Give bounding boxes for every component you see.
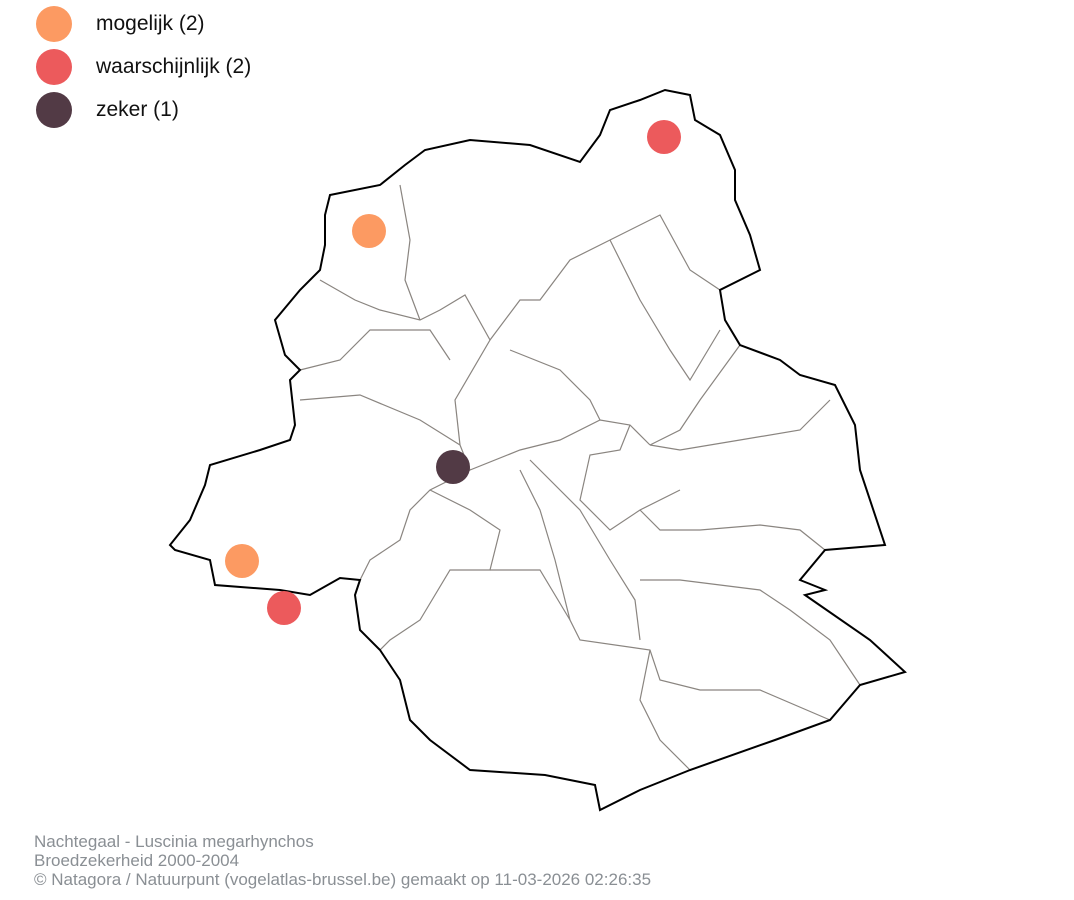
legend-item-zeker: zeker (1) xyxy=(36,88,251,131)
footer: Nachtegaal - Luscinia megarhynchos Broed… xyxy=(34,832,651,889)
legend-label: zeker (1) xyxy=(96,97,179,121)
municipal-border xyxy=(399,184,421,321)
municipal-border xyxy=(640,579,861,686)
municipal-border xyxy=(639,509,826,551)
municipal-border xyxy=(609,239,721,382)
credit: © Natagora / Natuurpunt (vogelatlas-brus… xyxy=(34,870,652,889)
legend-label: mogelijk (2) xyxy=(96,11,205,35)
municipal-border xyxy=(299,394,461,446)
municipal-border xyxy=(579,424,681,531)
legend-item-mogelijk: mogelijk (2) xyxy=(36,2,251,45)
municipal-border xyxy=(490,569,571,621)
observation-point-waarschijnlijk xyxy=(647,120,681,154)
municipal-border xyxy=(649,344,741,446)
legend-swatch xyxy=(36,91,72,128)
legend-swatch xyxy=(36,5,72,42)
municipal-border xyxy=(299,329,451,371)
region-outline xyxy=(168,88,907,812)
legend-label: waarschijnlijk (2) xyxy=(96,54,252,78)
legend-item-waarschijnlijk: waarschijnlijk (2) xyxy=(36,45,251,88)
species-name: Nachtegaal - Luscinia megarhynchos xyxy=(34,832,314,851)
municipal-border xyxy=(509,349,601,421)
municipal-border xyxy=(319,279,491,446)
observation-point-mogelijk xyxy=(352,214,386,248)
municipal-border xyxy=(649,399,831,451)
observation-point-zeker xyxy=(436,450,470,484)
municipal-border xyxy=(359,469,471,581)
observation-point-waarschijnlijk xyxy=(267,591,301,625)
municipal-borders xyxy=(299,184,861,771)
municipal-border xyxy=(379,489,501,651)
municipal-border xyxy=(639,649,691,771)
observation-point-mogelijk xyxy=(225,544,259,578)
municipal-border xyxy=(489,214,721,341)
legend-swatch xyxy=(36,48,72,85)
observation-points xyxy=(225,120,681,625)
municipal-border xyxy=(529,459,641,641)
municipal-border xyxy=(519,469,831,721)
map-subtitle: Broedzekerheid 2000-2004 xyxy=(34,851,240,870)
legend: mogelijk (2) waarschijnlijk (2) zeker (1… xyxy=(36,2,251,131)
